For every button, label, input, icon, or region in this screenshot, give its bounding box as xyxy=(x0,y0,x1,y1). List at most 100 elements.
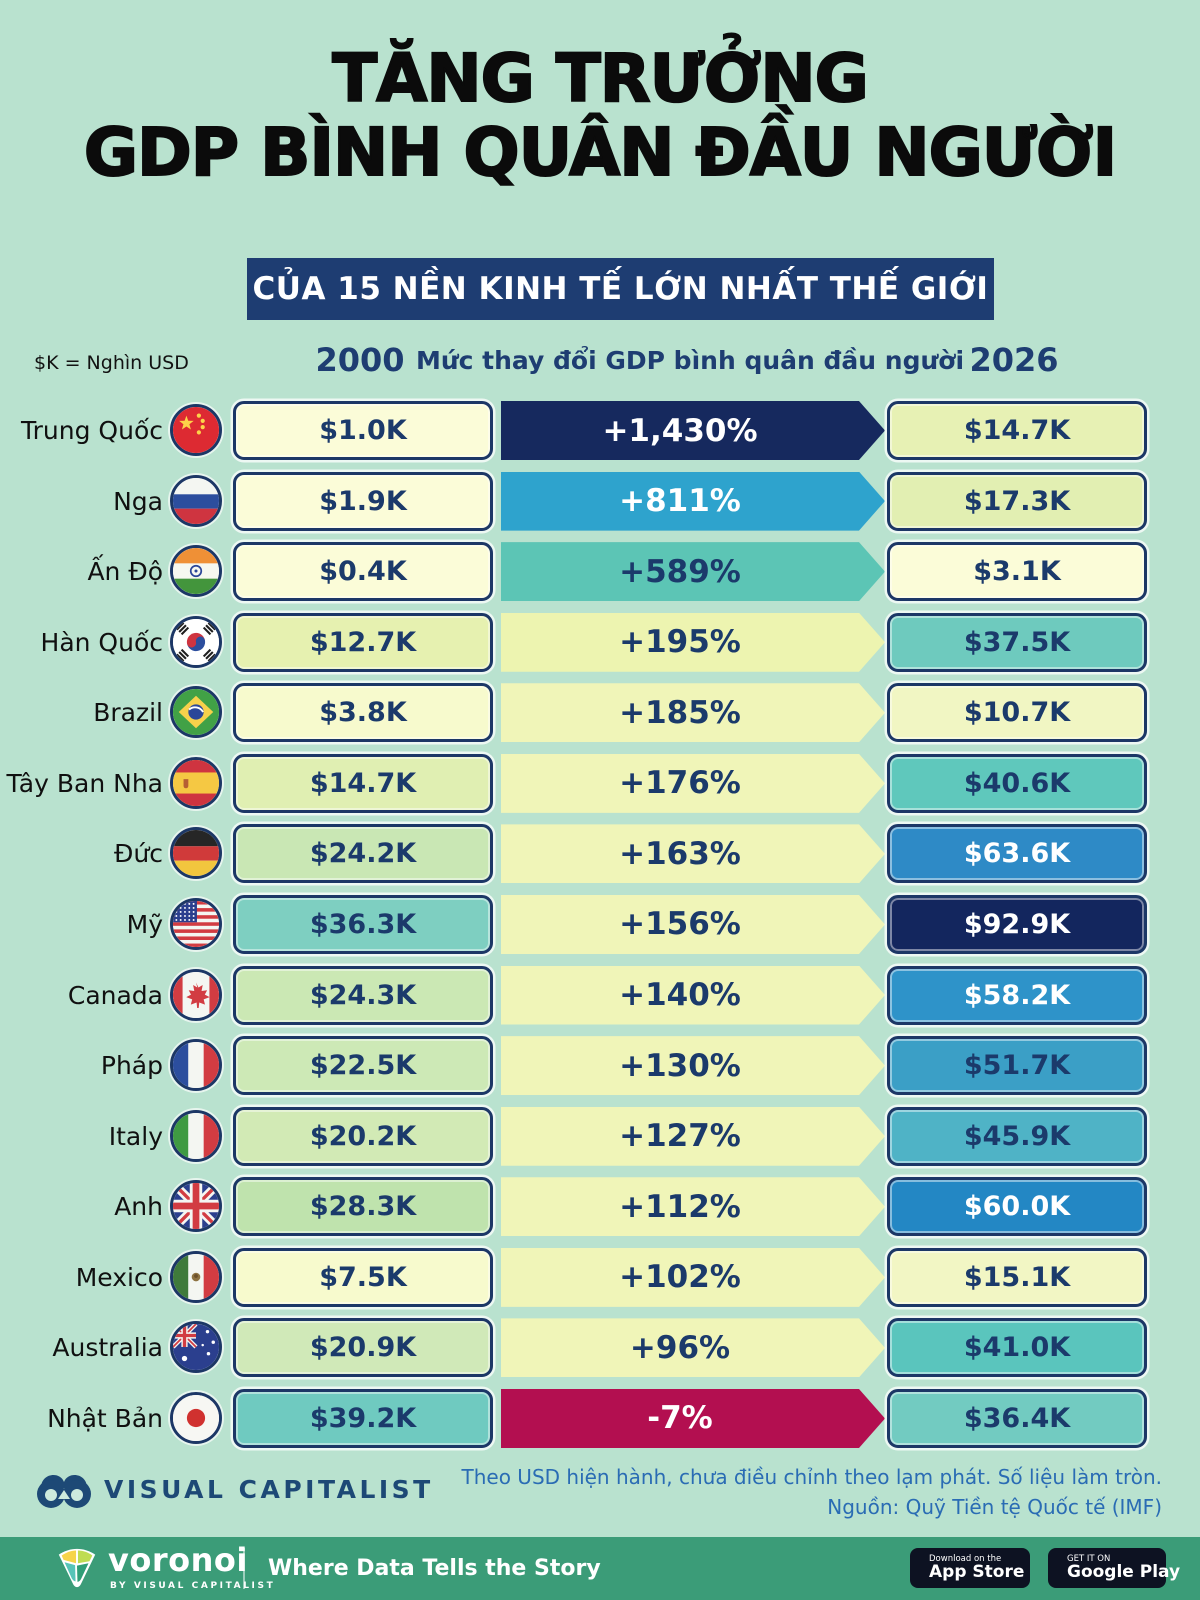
flag-cn-icon xyxy=(170,404,222,456)
flag-de-icon xyxy=(170,827,222,880)
table-row: Nga $1.9K +811% $17.3K xyxy=(0,471,1200,531)
value-2026-box: $15.1K xyxy=(887,1247,1147,1307)
value-2026-box: $10.7K xyxy=(887,683,1147,743)
flag-es-icon xyxy=(170,756,222,809)
bottom-bar: voronoi BY VISUAL CAPITALIST Where Data … xyxy=(0,1537,1200,1600)
value-2000-box: $36.3K xyxy=(233,894,493,954)
value-2026-box: $14.7K xyxy=(887,401,1147,460)
table-row: Hàn Quốc $12.7K +195% $37.5K xyxy=(0,612,1200,672)
voronoi-logo-icon xyxy=(58,1548,96,1588)
flag-us-icon xyxy=(170,897,222,950)
change-arrow: +96% xyxy=(501,1318,885,1377)
visual-capitalist-wordmark: VISUAL CAPITALIST xyxy=(104,1474,434,1504)
country-label: Trung Quốc xyxy=(21,416,163,445)
value-2026-box: $3.1K xyxy=(887,542,1147,602)
flag-gb-icon xyxy=(170,1180,222,1233)
flag-fr-icon xyxy=(170,1039,222,1092)
column-header-change: Mức thay đổi GDP bình quân đầu người xyxy=(415,345,965,375)
value-2000-box: $20.9K xyxy=(233,1318,493,1378)
flag-br-icon xyxy=(170,686,222,739)
country-label: Tây Ban Nha xyxy=(6,768,163,798)
change-arrow: +1,430% xyxy=(501,401,885,460)
title-line-2: GDP BÌNH QUÂN ĐẦU NGƯỜI xyxy=(83,113,1118,191)
value-2026-box: $51.7K xyxy=(887,1036,1147,1096)
table-row: Trung Quốc $1.0K +1,430% $14.7K xyxy=(0,401,1200,460)
column-header-2000: 2000 xyxy=(315,341,405,379)
table-row: Nhật Bản $39.2K -7% $36.4K xyxy=(0,1388,1200,1448)
table-row: Anh $28.3K +112% $60.0K xyxy=(0,1177,1200,1237)
change-arrow: +176% xyxy=(501,754,885,813)
value-2000-box: $0.4K xyxy=(233,542,493,602)
country-label: Mỹ xyxy=(126,909,163,939)
flag-jp-icon xyxy=(170,1391,222,1444)
app-store-badge[interactable]: Download on the App Store xyxy=(910,1548,1030,1588)
value-2000-box: $12.7K xyxy=(233,612,493,672)
value-2000-box: $24.2K xyxy=(233,824,493,884)
table-row: Canada $24.3K +140% $58.2K xyxy=(0,965,1200,1025)
flag-it-icon xyxy=(170,1109,222,1162)
value-2000-box: $22.5K xyxy=(233,1036,493,1096)
value-2026-box: $41.0K xyxy=(887,1318,1147,1378)
visual-capitalist-logo-icon xyxy=(37,1475,91,1508)
value-2000-box: $1.9K xyxy=(233,471,493,531)
flag-ca-icon xyxy=(170,968,222,1021)
value-2000-box: $3.8K xyxy=(233,683,493,743)
flag-au-icon xyxy=(170,1321,222,1374)
flag-ru-icon xyxy=(170,474,222,527)
table-row: Mexico $7.5K +102% $15.1K xyxy=(0,1247,1200,1307)
country-label: Nga xyxy=(113,486,163,516)
value-2026-box: $36.4K xyxy=(887,1388,1147,1448)
change-arrow: +156% xyxy=(501,895,885,954)
value-2000-box: $28.3K xyxy=(233,1177,493,1237)
country-label: Nhật Bản xyxy=(47,1403,163,1433)
table-row: Brazil $3.8K +185% $10.7K xyxy=(0,683,1200,743)
change-arrow: +163% xyxy=(501,824,885,883)
source-note-line-2: Nguồn: Quỹ Tiền tệ Quốc tế (IMF) xyxy=(827,1495,1162,1519)
change-arrow: +127% xyxy=(501,1107,885,1166)
google-play-badge[interactable]: GET IT ON Google Play xyxy=(1048,1548,1180,1588)
country-label: Italy xyxy=(108,1121,163,1151)
country-label: Brazil xyxy=(93,698,163,728)
change-arrow: +811% xyxy=(501,472,885,531)
page-title: TĂNG TRƯỞNG GDP BÌNH QUÂN ĐẦU NGƯỜI xyxy=(0,40,1200,191)
flag-in-icon xyxy=(170,545,222,598)
change-arrow: +185% xyxy=(501,683,885,742)
voronoi-wordmark: voronoi xyxy=(108,1541,248,1579)
table-row: Italy $20.2K +127% $45.9K xyxy=(0,1106,1200,1166)
flag-kr-icon xyxy=(170,615,222,668)
voronoi-byline: BY VISUAL CAPITALIST xyxy=(110,1581,276,1591)
value-2000-box: $14.7K xyxy=(233,753,493,813)
gdp-rows: Trung Quốc $1.0K +1,430% $14.7K Nga $1.9… xyxy=(0,401,1200,1461)
change-arrow: +140% xyxy=(501,966,885,1025)
source-note: Theo USD hiện hành, chưa điều chỉnh theo… xyxy=(462,1462,1162,1522)
table-row: Đức $24.2K +163% $63.6K xyxy=(0,824,1200,884)
value-2000-box: $24.3K xyxy=(233,965,493,1025)
value-2026-box: $45.9K xyxy=(887,1106,1147,1166)
change-arrow: +112% xyxy=(501,1177,885,1236)
title-line-1: TĂNG TRƯỞNG xyxy=(331,40,870,117)
country-label: Australia xyxy=(52,1333,163,1363)
change-arrow: -7% xyxy=(501,1389,885,1448)
table-row: Pháp $22.5K +130% $51.7K xyxy=(0,1036,1200,1096)
change-arrow: +195% xyxy=(501,613,885,672)
subtitle-banner: CỦA 15 NỀN KINH TẾ LỚN NHẤT THẾ GIỚI xyxy=(247,258,994,320)
country-label: Pháp xyxy=(100,1051,163,1081)
source-note-line-1: Theo USD hiện hành, chưa điều chỉnh theo… xyxy=(461,1465,1162,1489)
value-2026-box: $60.0K xyxy=(887,1177,1147,1237)
value-2026-box: $58.2K xyxy=(887,965,1147,1025)
country-label: Canada xyxy=(67,980,163,1010)
table-row: Australia $20.9K +96% $41.0K xyxy=(0,1318,1200,1378)
value-2000-box: $20.2K xyxy=(233,1106,493,1166)
table-row: Tây Ban Nha $14.7K +176% $40.6K xyxy=(0,753,1200,813)
voronoi-slogan: Where Data Tells the Story xyxy=(268,1556,601,1581)
divider xyxy=(243,1548,245,1589)
google-play-badge-small-text: GET IT ON xyxy=(1067,1553,1111,1564)
change-arrow: +130% xyxy=(501,1036,885,1095)
country-label: Mexico xyxy=(75,1262,163,1292)
country-label: Hàn Quốc xyxy=(40,627,163,657)
column-header-2026: 2026 xyxy=(969,341,1059,379)
unit-note: $K = Nghìn USD xyxy=(34,352,189,374)
app-store-badge-small-text: Download on the xyxy=(929,1553,1002,1564)
value-2000-box: $1.0K xyxy=(233,401,493,460)
value-2026-box: $92.9K xyxy=(887,894,1147,954)
